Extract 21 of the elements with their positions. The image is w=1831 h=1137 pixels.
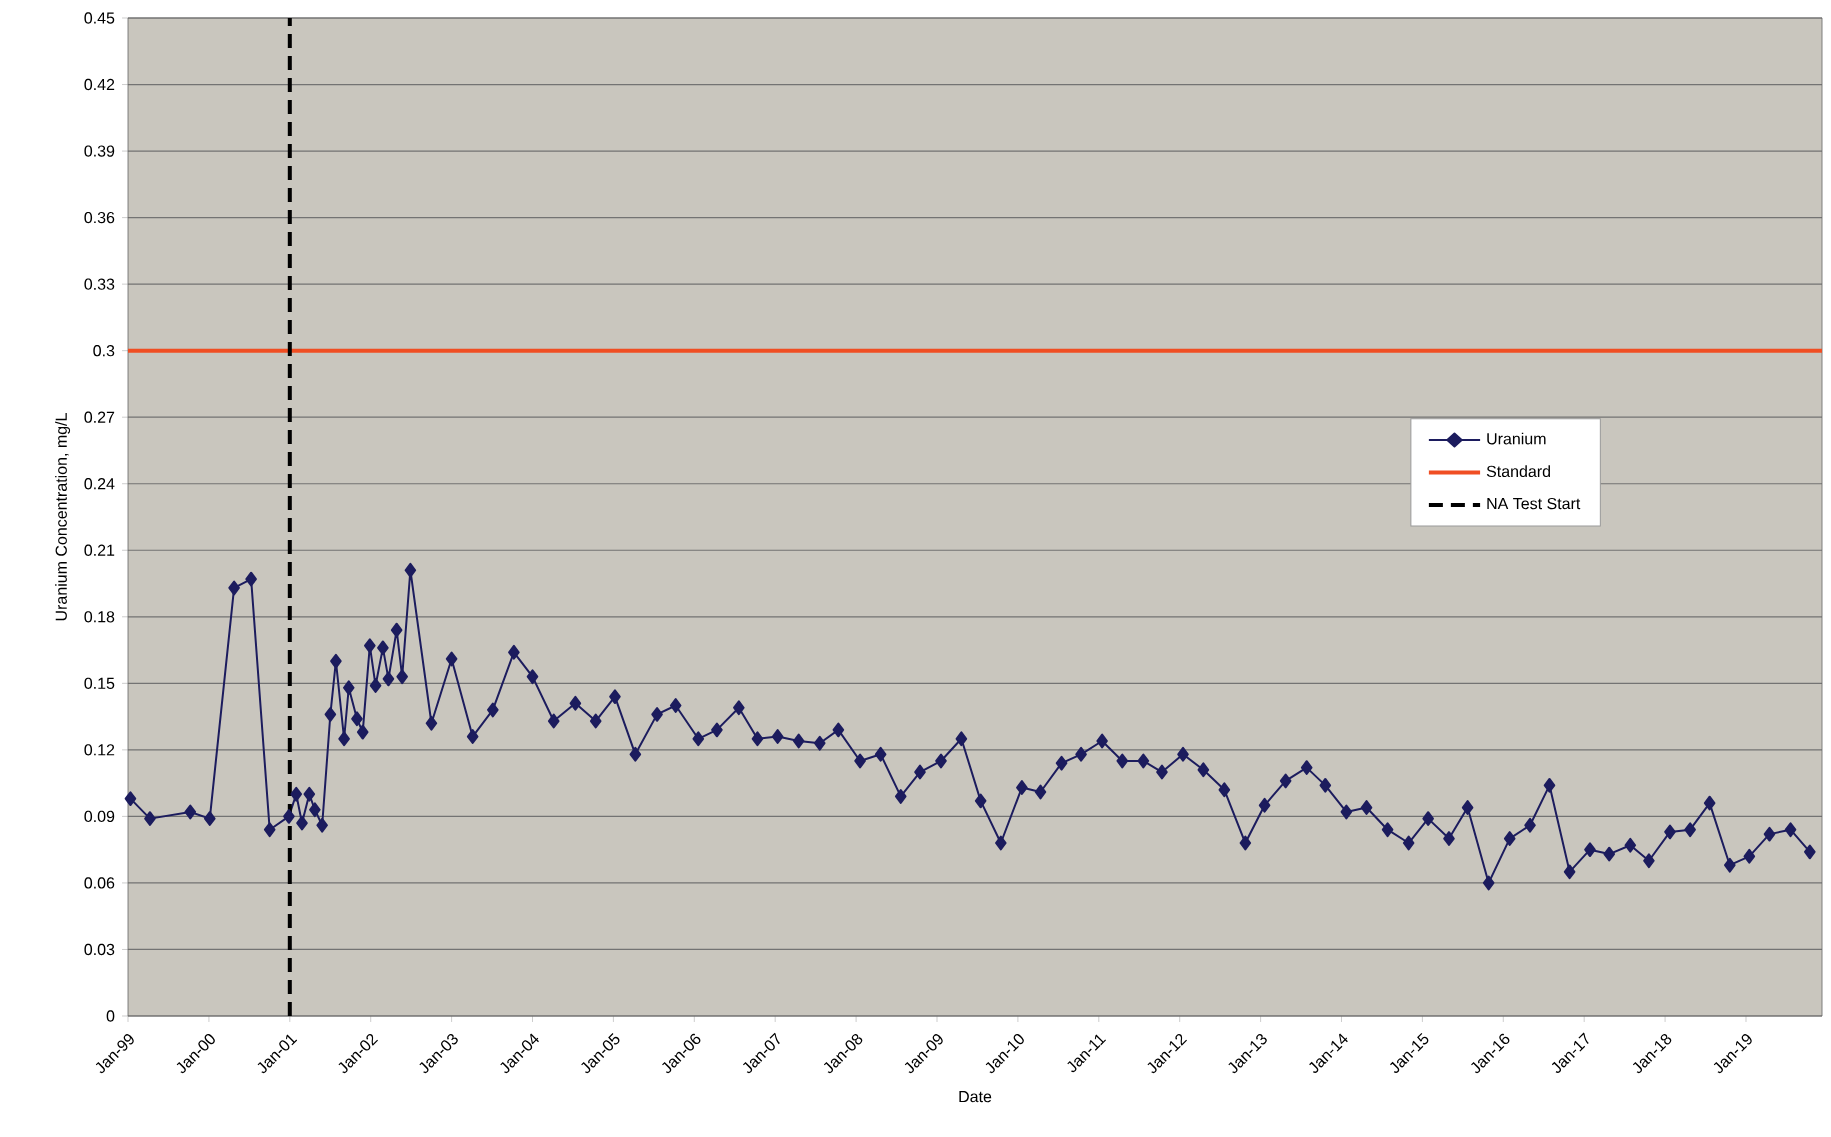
- y-tick-label: 0.24: [84, 478, 115, 490]
- ref-line-label: NA Test Start: [1487, 497, 1581, 510]
- y-tick-label: 0.21: [84, 544, 115, 556]
- y-tick-label: 0.39: [84, 145, 115, 157]
- y-tick-label: 0.18: [84, 611, 115, 623]
- y-tick-label: 0.12: [84, 744, 115, 756]
- y-tick-label: 0: [106, 1010, 115, 1022]
- y-tick-label: 0.33: [84, 278, 115, 290]
- y-tick-label: 0.09: [84, 810, 115, 823]
- y-tick-label: 0.27: [84, 411, 115, 423]
- legend-label: Uranium: [1487, 432, 1546, 445]
- x-axis-title: Date: [959, 1091, 992, 1103]
- y-tick-label: 0.06: [84, 877, 115, 889]
- y-tick-label: 0.36: [84, 211, 115, 224]
- y-tick-label: 0.15: [84, 677, 115, 689]
- y-tick-label: 0.45: [84, 12, 115, 24]
- y-tick-label: 0.42: [84, 78, 115, 91]
- y-axis-title: Uranium Concentration, mg/L: [55, 413, 71, 621]
- y-tick-label: 0.3: [93, 345, 115, 357]
- legend-label: Standard: [1486, 465, 1550, 478]
- y-tick-label: 0.03: [84, 943, 115, 956]
